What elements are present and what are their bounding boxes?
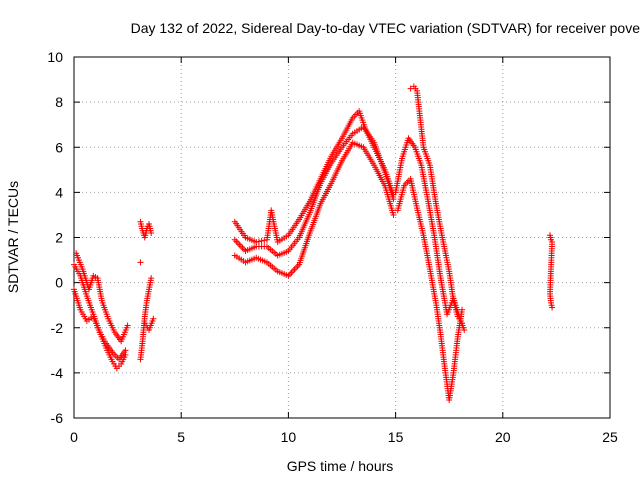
data-point-marker [150,315,157,322]
series-arc-i [231,139,397,279]
series-arc-e [137,218,155,241]
data-point-marker [148,275,155,282]
series-arc-b [73,250,131,345]
x-tick-label: 15 [388,429,404,445]
y-tick-label: 10 [47,49,63,65]
y-tick-label: 8 [55,94,63,110]
y-tick-label: -2 [51,320,64,336]
y-axis-label: SDTVAR / TECUs [5,181,21,293]
data-point-marker [459,306,466,313]
data-point-marker [261,237,268,244]
data-point-marker [258,237,265,244]
data-point-marker [137,259,144,266]
y-tick-label: 4 [55,184,63,200]
data-point-marker [255,238,262,245]
data-point-marker [124,322,131,329]
axis-ticks: 0 5 10 15 20 25 -6 -4 -2 0 2 4 6 8 10 [47,49,618,445]
series-arc-f [137,259,157,334]
series-arc-j [392,135,468,334]
grid-lines [74,57,610,418]
series-arc-k [407,83,466,327]
y-tick-label: 2 [55,230,63,246]
data-point-marker [122,347,129,354]
x-tick-label: 0 [70,429,78,445]
data-point-marker [148,229,155,236]
series-arc-c [71,286,129,363]
data-markers [71,83,556,403]
data-point-marker [549,304,556,311]
y-tick-label: 0 [55,275,63,291]
x-tick-label: 10 [281,429,297,445]
x-tick-label: 5 [177,429,185,445]
series-arc-l [394,175,466,403]
series-arc-m [546,232,556,311]
x-tick-label: 20 [495,429,511,445]
chart-title: Day 132 of 2022, Sidereal Day-to-day VTE… [131,20,640,36]
y-tick-label: -6 [51,410,64,426]
x-axis-label: GPS time / hours [287,458,394,474]
series-arc-h [231,123,397,259]
series-arc-d [137,275,155,363]
data-point-marker [461,327,468,334]
y-tick-label: 6 [55,139,63,155]
data-point-marker [390,211,397,218]
y-tick-label: -4 [51,365,64,381]
x-tick-label: 25 [602,429,618,445]
